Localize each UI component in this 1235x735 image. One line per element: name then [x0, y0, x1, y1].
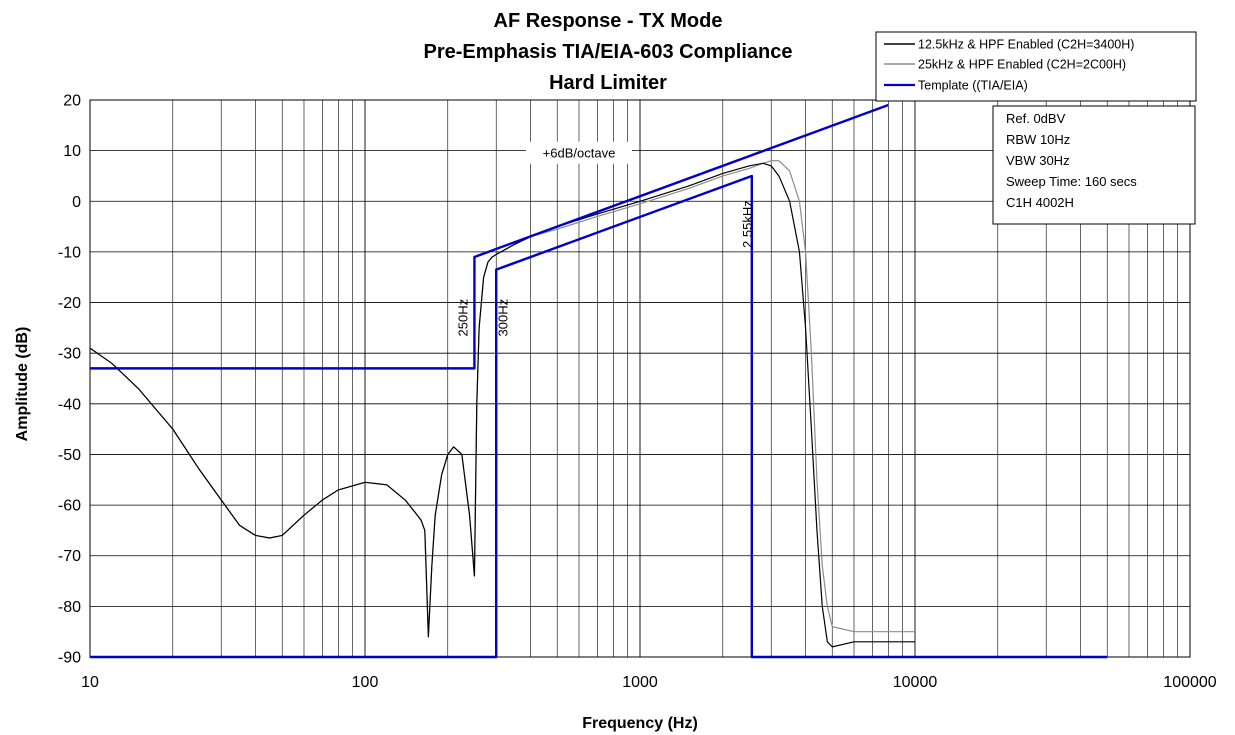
y-tick-label-11: -90 — [58, 650, 81, 667]
info-line-c1h: C1H 4002H — [1006, 195, 1074, 210]
series-line-25khz — [89, 160, 915, 638]
x-tick-label-3: 10000 — [893, 674, 938, 691]
chart-title-line-1: AF Response - TX Mode — [494, 10, 723, 32]
legend-box — [875, 31, 1197, 102]
chart-title-line-2: Pre-Emphasis TIA/EIA-603 Compliance — [423, 41, 792, 63]
chart-title-line-3: Hard Limiter — [549, 72, 667, 94]
plot-frame — [89, 99, 1191, 658]
y-tick-label-4: -20 — [58, 295, 81, 312]
y-tick-label-5: -30 — [58, 346, 81, 363]
y-tick-label-9: -70 — [58, 548, 81, 565]
y-tick-label-8: -60 — [58, 498, 81, 515]
info-line-sweep: Sweep Time: 160 secs — [1006, 174, 1137, 189]
legend-label-series-1: 12.5kHz & HPF Enabled (C2H=3400H) — [918, 38, 1134, 52]
annotation-3: 2.55kHz — [740, 200, 755, 248]
x-tick-label-1: 100 — [352, 674, 379, 691]
template-lower-line — [90, 174, 1108, 659]
annotation-bg-0 — [525, 141, 632, 164]
template-upper-line — [90, 103, 889, 370]
y-tick-label-7: -50 — [58, 447, 81, 464]
series-line-12-5khz — [89, 162, 915, 648]
info-line-rbw: RBW 10Hz — [1006, 132, 1070, 147]
legend: 12.5kHz & HPF Enabled (C2H=3400H) 25kHz … — [875, 31, 1197, 102]
legend-label-series-3: Template ((TIA/EIA) — [918, 79, 1028, 93]
info-line-ref: Ref. 0dBV — [1006, 111, 1066, 126]
info-line-vbw: VBW 30Hz — [1006, 153, 1070, 168]
annotations: +6dB/octave 250Hz 300Hz 2.55kHz — [456, 141, 755, 337]
annotation-1: 250Hz — [456, 299, 471, 337]
y-tick-label-2: 0 — [72, 194, 81, 211]
series-layer — [89, 103, 1108, 659]
y-tick-label-3: -10 — [58, 244, 81, 261]
x-axis-title: Frequency (Hz) — [582, 715, 698, 732]
y-tick-label-0: 20 — [63, 93, 81, 110]
annotation-0: +6dB/octave — [543, 146, 616, 161]
info-box: Ref. 0dBV RBW 10Hz VBW 30Hz Sweep Time: … — [992, 105, 1196, 225]
annotation-2: 300Hz — [496, 299, 511, 337]
x-tick-label-4: 100000 — [1163, 674, 1216, 691]
y-axis-title: Amplitude (dB) — [14, 327, 31, 442]
x-tick-label-0: 10 — [81, 674, 99, 691]
axis-ticks: 10 100 1000 10000 10000020100-10-20-30-40-50… — [58, 93, 1217, 692]
y-tick-label-6: -40 — [58, 396, 81, 413]
y-tick-label-10: -80 — [58, 599, 81, 616]
x-tick-label-2: 1000 — [622, 674, 658, 691]
y-tick-label-1: 10 — [63, 143, 81, 160]
legend-label-series-2: 25kHz & HPF Enabled (C2H=2C00H) — [918, 58, 1126, 72]
info-box-frame — [992, 105, 1196, 225]
